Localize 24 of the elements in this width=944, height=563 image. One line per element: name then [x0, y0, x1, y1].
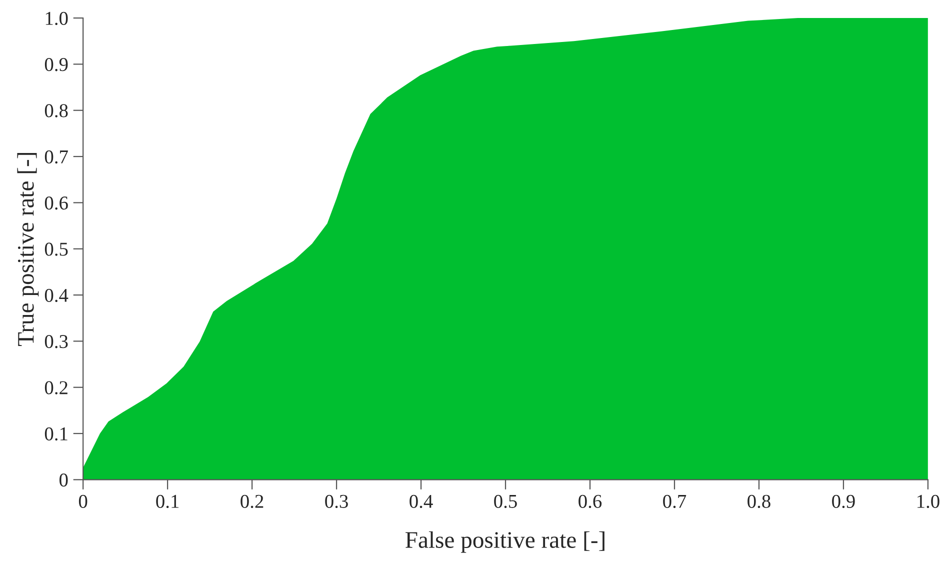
y-axis-title: True positive rate [-] — [17, 153, 39, 346]
y-tick-label: 0 — [60, 473, 68, 487]
x-tick-label: 0.9 — [832, 494, 855, 508]
x-tick-label: 0 — [78, 494, 88, 508]
y-tick-label: 0.6 — [44, 196, 68, 210]
x-tick-label: 0.8 — [748, 494, 770, 508]
y-tick-label: 0.1 — [44, 427, 68, 441]
x-axis-title: False positive rate [-] — [406, 531, 604, 553]
y-tick-label: 0.8 — [44, 104, 68, 118]
x-tick-label: 0.6 — [578, 494, 602, 508]
x-tick-label: 0.4 — [410, 494, 433, 508]
x-tick-label: 1.0 — [918, 494, 940, 508]
y-tick-label: 1.0 — [46, 12, 68, 26]
x-tick-label: 0.1 — [156, 494, 179, 508]
x-tick-label: 0.7 — [663, 494, 686, 508]
y-tick-label: 0.5 — [44, 242, 68, 256]
y-tick-label: 0.9 — [44, 58, 68, 72]
y-tick-label: 0.4 — [44, 288, 68, 302]
y-tick-label: 0.2 — [44, 381, 68, 394]
x-tick-label: 0.3 — [325, 494, 348, 508]
x-tick-label: 0.5 — [494, 494, 517, 508]
y-tick-label: 0.7 — [44, 150, 68, 164]
y-tick-label: 0.3 — [44, 334, 68, 348]
x-tick-label: 0.2 — [240, 494, 264, 508]
